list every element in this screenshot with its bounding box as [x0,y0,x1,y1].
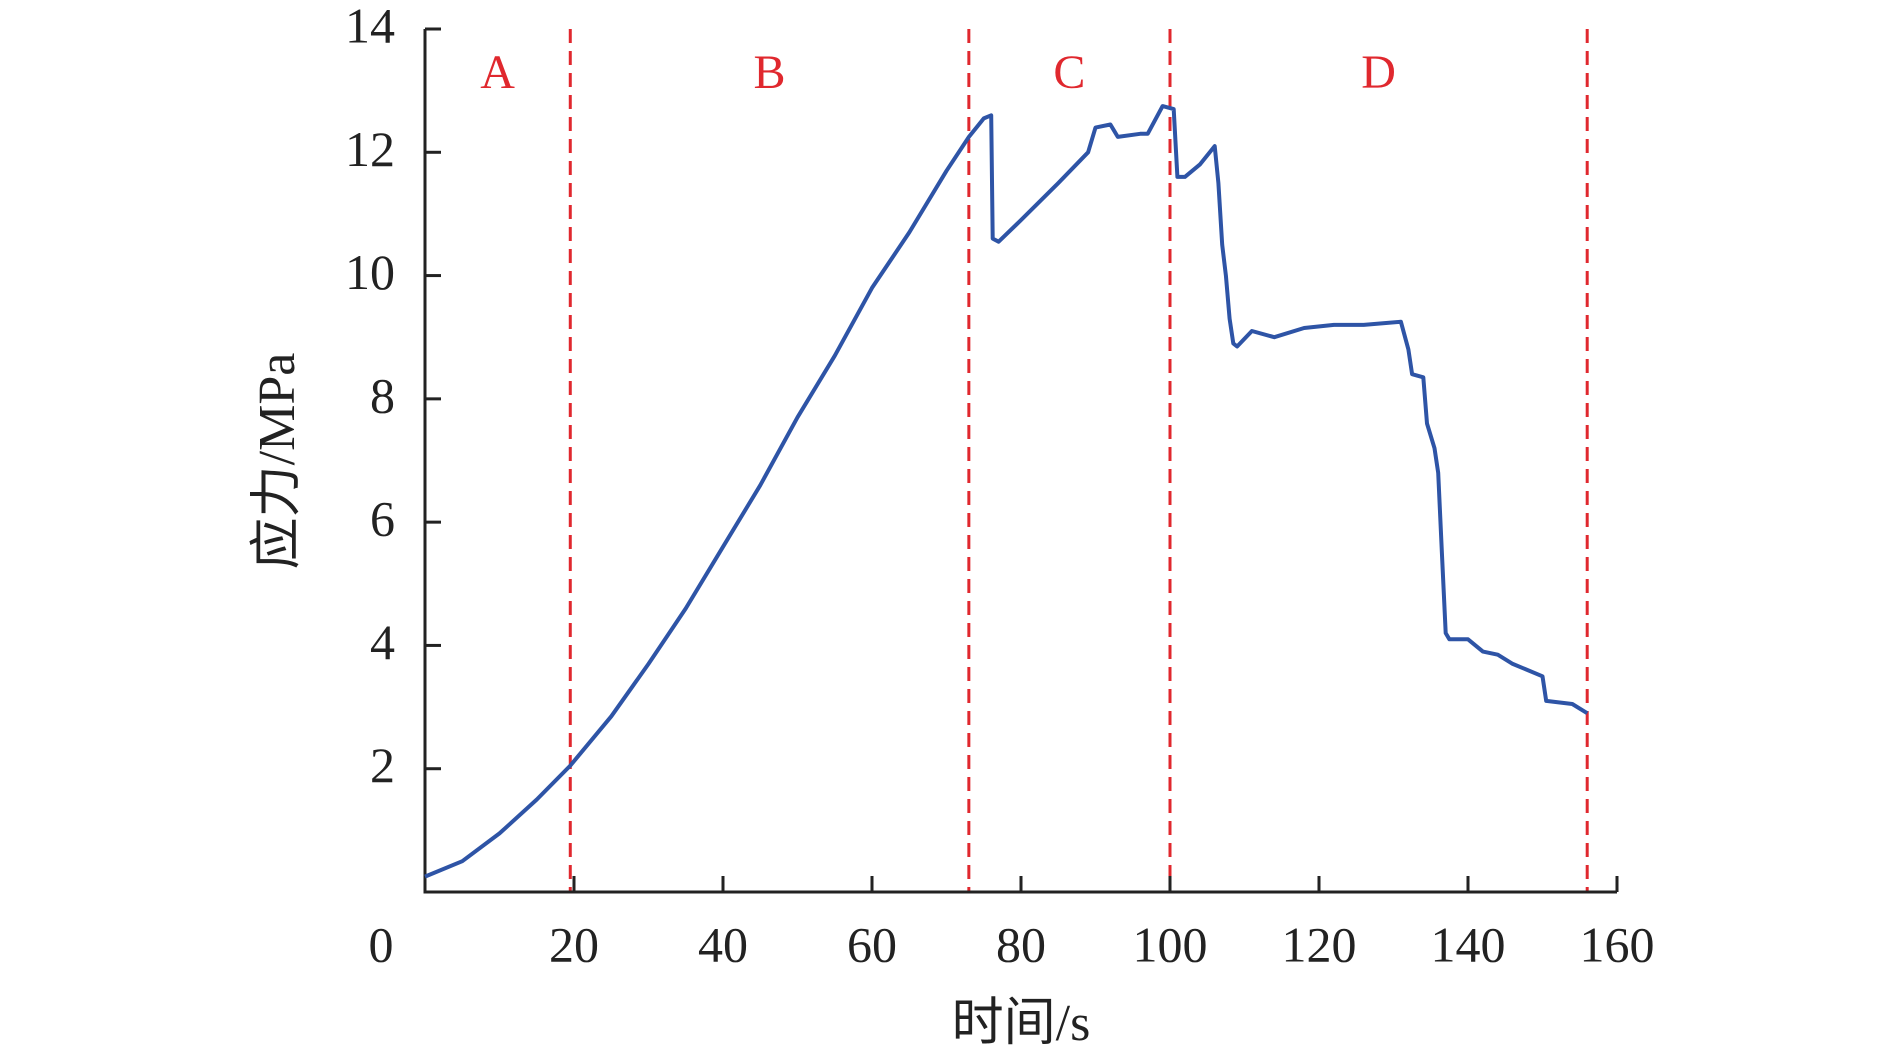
x-axis-title: 时间/s [952,995,1091,1052]
y-tick-label: 4 [370,614,395,670]
y-tick-label: 14 [345,0,395,53]
x-tick-label: 140 [1431,916,1506,972]
region-label: D [1361,46,1396,99]
y-tick-label: 6 [370,491,395,547]
x-tick-label: 0 [369,916,394,972]
x-tick-label: 80 [996,916,1046,972]
data-line [424,104,1589,879]
x-tick-label: 20 [549,916,599,972]
y-tick-label: 2 [370,737,395,793]
x-tick-label: 160 [1580,916,1655,972]
y-tick-label: 12 [345,121,395,177]
y-axis-title: 应力/MPa [249,353,306,570]
x-tick-label: 40 [698,916,748,972]
region-label: A [480,46,515,99]
y-tick-label: 8 [370,367,395,423]
region-label: B [754,46,786,99]
x-tick-label: 100 [1133,916,1208,972]
y-tick-label: 10 [345,244,395,300]
x-tick-label: 60 [847,916,897,972]
region-label: C [1053,46,1085,99]
x-tick-label: 120 [1282,916,1357,972]
